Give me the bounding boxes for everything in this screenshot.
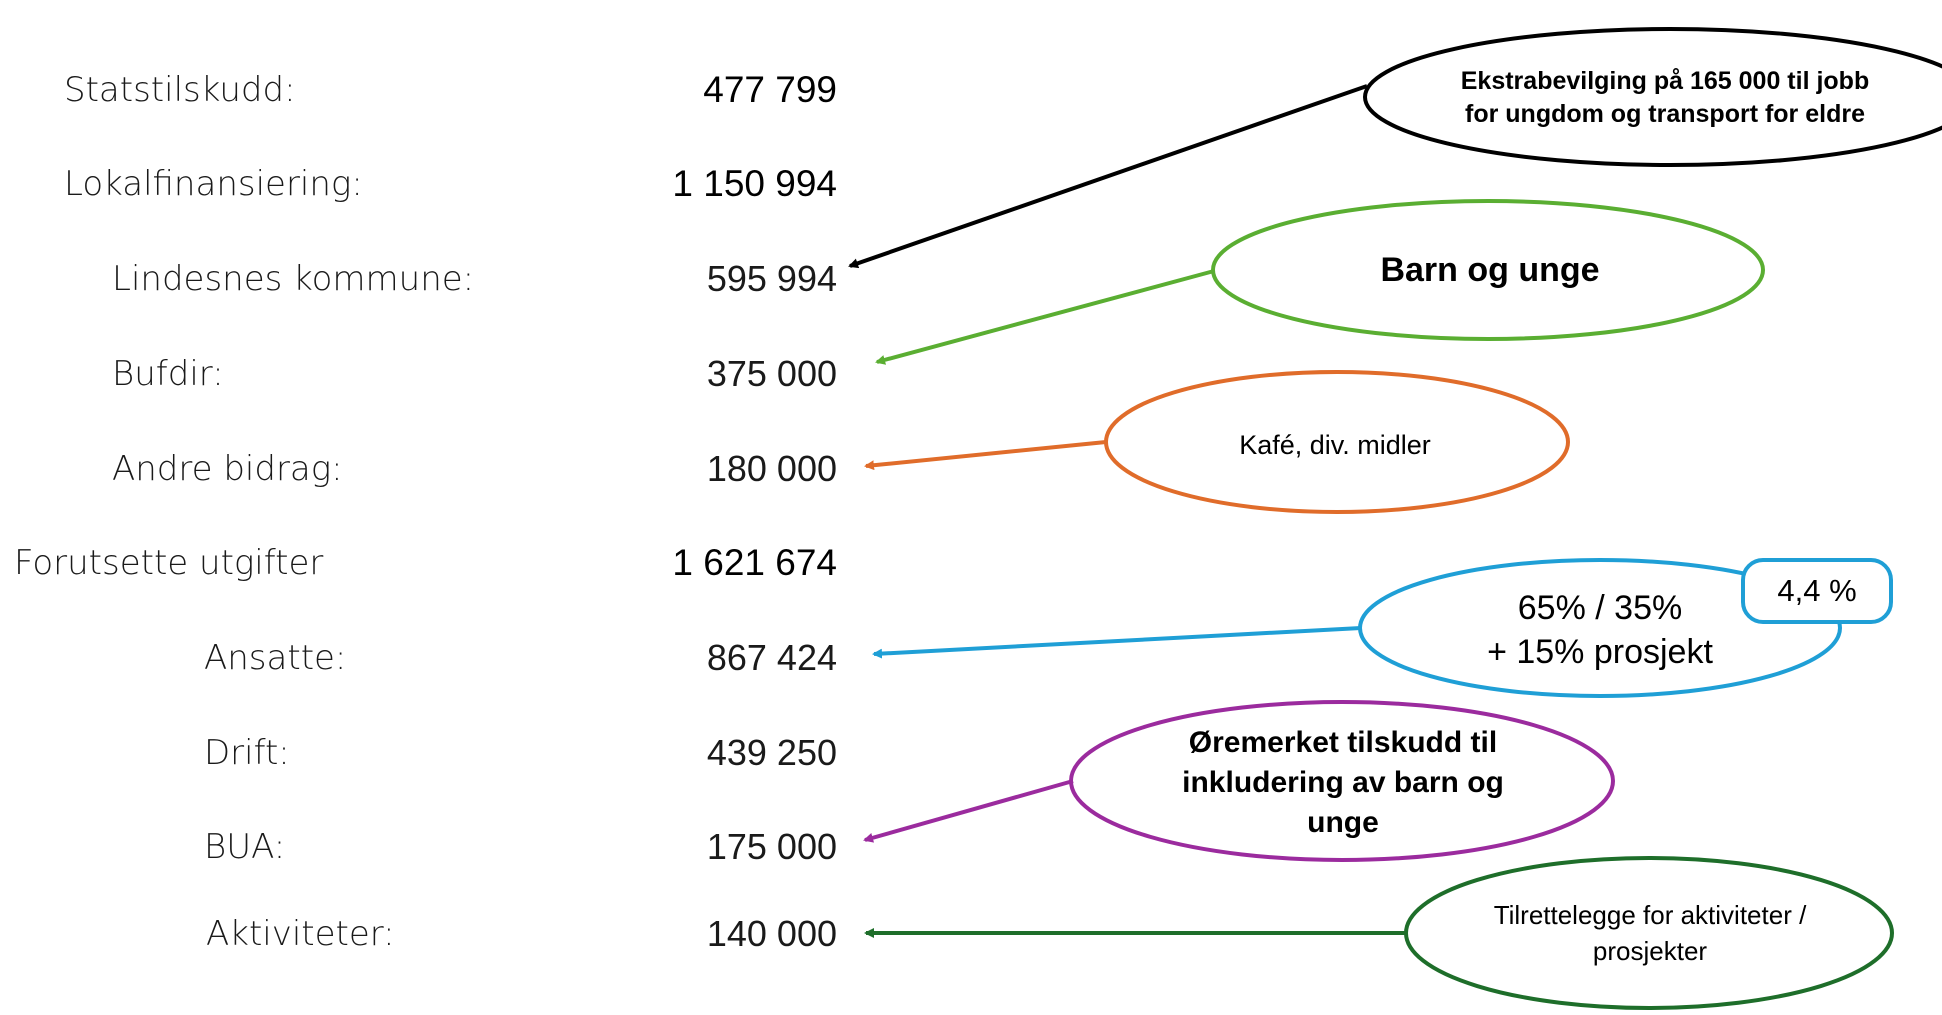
drift-value: 439 250: [706, 732, 837, 773]
prosent-badge: 4,4 %: [1745, 562, 1889, 620]
aktiviteter-value: 140 000: [706, 913, 837, 954]
ansatte-label: Ansatte:: [204, 638, 347, 678]
fordeling-line1: 65% / 35%: [1517, 589, 1683, 627]
fordeling-arrow: [872, 626, 1362, 659]
lokalfinansiering-value: 1 150 994: [672, 163, 837, 204]
bufdir-value: 375 000: [706, 353, 837, 394]
prosent-badge-box: [1741, 558, 1893, 624]
forutsette-utgifter-value: 1 621 674: [672, 542, 837, 583]
oremerket-text: Øremerket tilskudd til inkludering av ba…: [1182, 725, 1504, 839]
oremerket-arrow: [863, 779, 1074, 843]
ekstrabevilging-text: Ekstrabevilging på 165 000 til jobb for …: [1460, 67, 1870, 128]
fordeling-line2: + 15% prosjekt: [1487, 633, 1713, 671]
ekstrabevilging-callout: Ekstrabevilging på 165 000 til jobb for …: [1455, 36, 1875, 160]
kafe-callout: Kafé, div. midler: [1160, 420, 1510, 470]
lindesnes-kommune-label: Lindesnes kommune:: [112, 259, 475, 299]
prosent-badge-text: 4,4 %: [1777, 573, 1857, 608]
andre-bidrag-value: 180 000: [706, 448, 837, 489]
ansatte-value: 867 424: [706, 637, 837, 678]
kafe-arrow: [864, 440, 1107, 471]
bua-label: BUA:: [204, 827, 286, 867]
tilrettelegge-callout: Tilrettelegge for aktiviteter / prosjekt…: [1480, 893, 1820, 973]
statstilskudd-value: 477 799: [703, 69, 837, 110]
forutsette-utgifter-label: Forutsette utgifter: [14, 543, 324, 583]
drift-label: Drift:: [204, 733, 290, 773]
fordeling-callout: 65% / 35% + 15% prosjekt: [1420, 580, 1780, 680]
ekstrabevilging-arrow: [848, 84, 1368, 269]
lindesnes-kommune-value: 595 994: [706, 258, 837, 299]
oremerket-callout: Øremerket tilskudd til inkludering av ba…: [1148, 720, 1538, 845]
statstilskudd-label: Statstilskudd:: [64, 70, 296, 110]
lokalfinansiering-label: Lokalfinansiering:: [64, 164, 363, 204]
barn-og-unge-arrow: [875, 269, 1215, 365]
bufdir-label: Bufdir:: [112, 354, 224, 394]
ekstrabevilging-ellipse: [1363, 27, 1942, 167]
bua-value: 175 000: [706, 826, 837, 867]
kafe-text: Kafé, div. midler: [1239, 430, 1431, 460]
tilrettelegge-text: Tilrettelegge for aktiviteter / prosjekt…: [1493, 900, 1807, 966]
barn-og-unge-text: Barn og unge: [1380, 251, 1600, 289]
barn-og-unge-callout: Barn og unge: [1340, 245, 1640, 295]
aktiviteter-label: Aktiviteter:: [206, 914, 395, 954]
andre-bidrag-label: Andre bidrag:: [112, 449, 343, 489]
